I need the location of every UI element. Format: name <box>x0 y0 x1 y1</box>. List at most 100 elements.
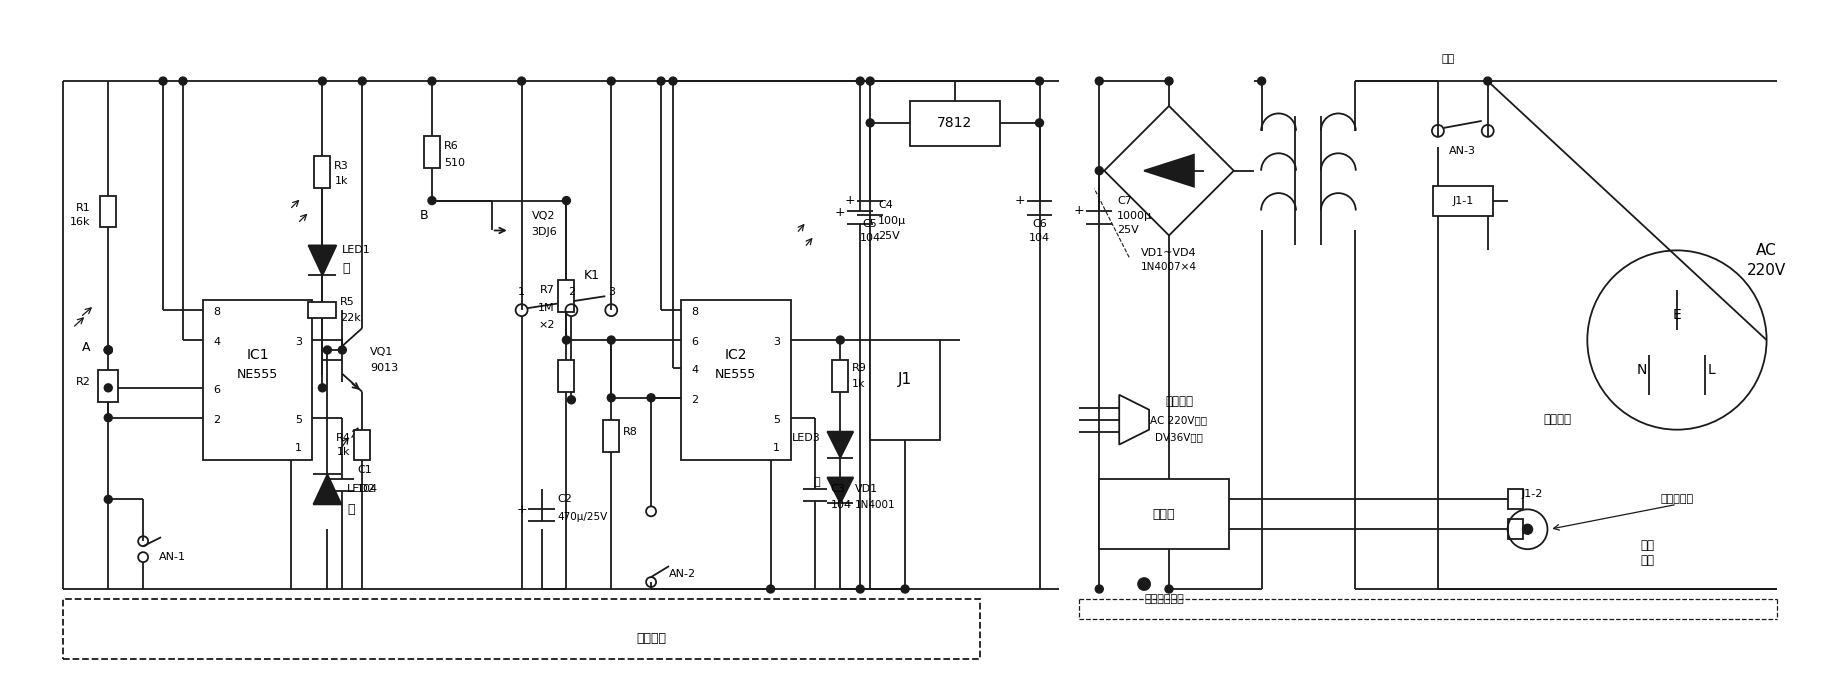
Bar <box>604 420 619 452</box>
Text: 100μ: 100μ <box>878 216 906 225</box>
Text: A: A <box>81 342 90 355</box>
Text: VQ1: VQ1 <box>370 347 394 357</box>
Text: 1k: 1k <box>335 175 348 186</box>
Text: DV36V插头: DV36V插头 <box>1154 432 1202 443</box>
Bar <box>423 136 440 168</box>
Text: 220V: 220V <box>1747 263 1786 278</box>
Text: J1: J1 <box>898 372 911 387</box>
Circle shape <box>1484 77 1491 85</box>
Circle shape <box>1035 119 1044 127</box>
Circle shape <box>105 346 112 354</box>
Text: B: B <box>420 209 429 222</box>
Text: NE555: NE555 <box>237 369 278 381</box>
Circle shape <box>1035 77 1044 85</box>
Text: R1: R1 <box>75 202 90 213</box>
Bar <box>315 156 330 188</box>
Circle shape <box>1095 585 1103 593</box>
Circle shape <box>1138 578 1151 590</box>
Circle shape <box>324 346 331 354</box>
Text: ×2: ×2 <box>538 320 554 330</box>
Text: AC 220V插头: AC 220V插头 <box>1151 414 1208 425</box>
Text: 5: 5 <box>295 414 302 425</box>
Bar <box>681 300 790 459</box>
Circle shape <box>563 336 571 344</box>
Text: 1M: 1M <box>538 303 554 313</box>
Circle shape <box>179 77 188 85</box>
Circle shape <box>105 414 112 422</box>
Text: 104: 104 <box>830 500 852 510</box>
Bar <box>909 101 1000 146</box>
Text: J1-2: J1-2 <box>1523 489 1543 500</box>
Circle shape <box>567 396 576 404</box>
Text: 6: 6 <box>692 337 698 347</box>
Text: 1k: 1k <box>852 379 865 389</box>
Text: VD1: VD1 <box>856 484 878 494</box>
Text: 1N4001: 1N4001 <box>856 500 897 510</box>
Text: L: L <box>1708 363 1716 377</box>
Text: VD1~VD4: VD1~VD4 <box>1141 248 1197 258</box>
Bar <box>99 195 116 227</box>
Circle shape <box>646 394 655 402</box>
Polygon shape <box>827 477 852 503</box>
Text: 莲花
插头: 莲花 插头 <box>1640 539 1653 568</box>
Circle shape <box>668 77 677 85</box>
Text: 2: 2 <box>214 414 221 425</box>
Text: 莲花插孔: 莲花插孔 <box>1543 413 1572 426</box>
Text: 5: 5 <box>773 414 781 425</box>
Text: 1N4007×4: 1N4007×4 <box>1141 263 1197 272</box>
Text: 原充电器: 原充电器 <box>1165 395 1193 408</box>
Text: 470μ/25V: 470μ/25V <box>558 512 608 523</box>
Bar <box>98 370 118 402</box>
Text: NE555: NE555 <box>714 369 757 381</box>
Text: 3DJ6: 3DJ6 <box>532 227 558 238</box>
Text: 3: 3 <box>295 337 302 347</box>
Circle shape <box>856 77 863 85</box>
Text: IC2: IC2 <box>725 348 747 362</box>
Text: R2: R2 <box>75 377 90 387</box>
Text: +: + <box>1014 194 1025 207</box>
Text: 104: 104 <box>1029 234 1049 243</box>
Text: C4: C4 <box>878 200 893 209</box>
Circle shape <box>563 197 571 204</box>
Circle shape <box>1165 77 1173 85</box>
Circle shape <box>158 77 168 85</box>
Text: AN-1: AN-1 <box>158 552 186 562</box>
Text: 22k: 22k <box>341 313 361 323</box>
Circle shape <box>1095 77 1103 85</box>
Text: +: + <box>845 194 856 207</box>
Circle shape <box>105 384 112 392</box>
Text: 2: 2 <box>567 287 574 297</box>
Circle shape <box>427 77 436 85</box>
Text: LED2: LED2 <box>348 484 376 494</box>
Text: 104: 104 <box>357 484 379 494</box>
Text: R6: R6 <box>444 141 458 151</box>
Text: R8: R8 <box>624 427 639 437</box>
Bar <box>63 599 979 659</box>
Text: R3: R3 <box>335 161 350 170</box>
Text: AC: AC <box>1756 243 1777 258</box>
Text: 4: 4 <box>692 365 698 375</box>
Circle shape <box>318 77 326 85</box>
Text: 25V: 25V <box>878 231 900 241</box>
Circle shape <box>1523 525 1532 534</box>
Text: IC1: IC1 <box>247 348 269 362</box>
Polygon shape <box>309 245 337 275</box>
Text: 1: 1 <box>517 287 525 297</box>
Text: R5: R5 <box>341 297 355 307</box>
Circle shape <box>105 346 112 354</box>
Text: 104: 104 <box>860 234 880 243</box>
Circle shape <box>359 77 366 85</box>
Text: R9: R9 <box>852 363 867 373</box>
Circle shape <box>766 585 775 593</box>
Text: C7: C7 <box>1117 195 1132 206</box>
Text: +: + <box>515 503 527 516</box>
Bar <box>353 430 370 459</box>
Text: VQ2: VQ2 <box>532 211 556 220</box>
Text: 1000μ: 1000μ <box>1117 211 1152 220</box>
Text: C5: C5 <box>863 220 878 229</box>
Circle shape <box>1165 585 1173 593</box>
Text: R7: R7 <box>539 286 554 295</box>
Circle shape <box>427 197 436 204</box>
Circle shape <box>836 336 845 344</box>
Text: +: + <box>1073 204 1084 217</box>
